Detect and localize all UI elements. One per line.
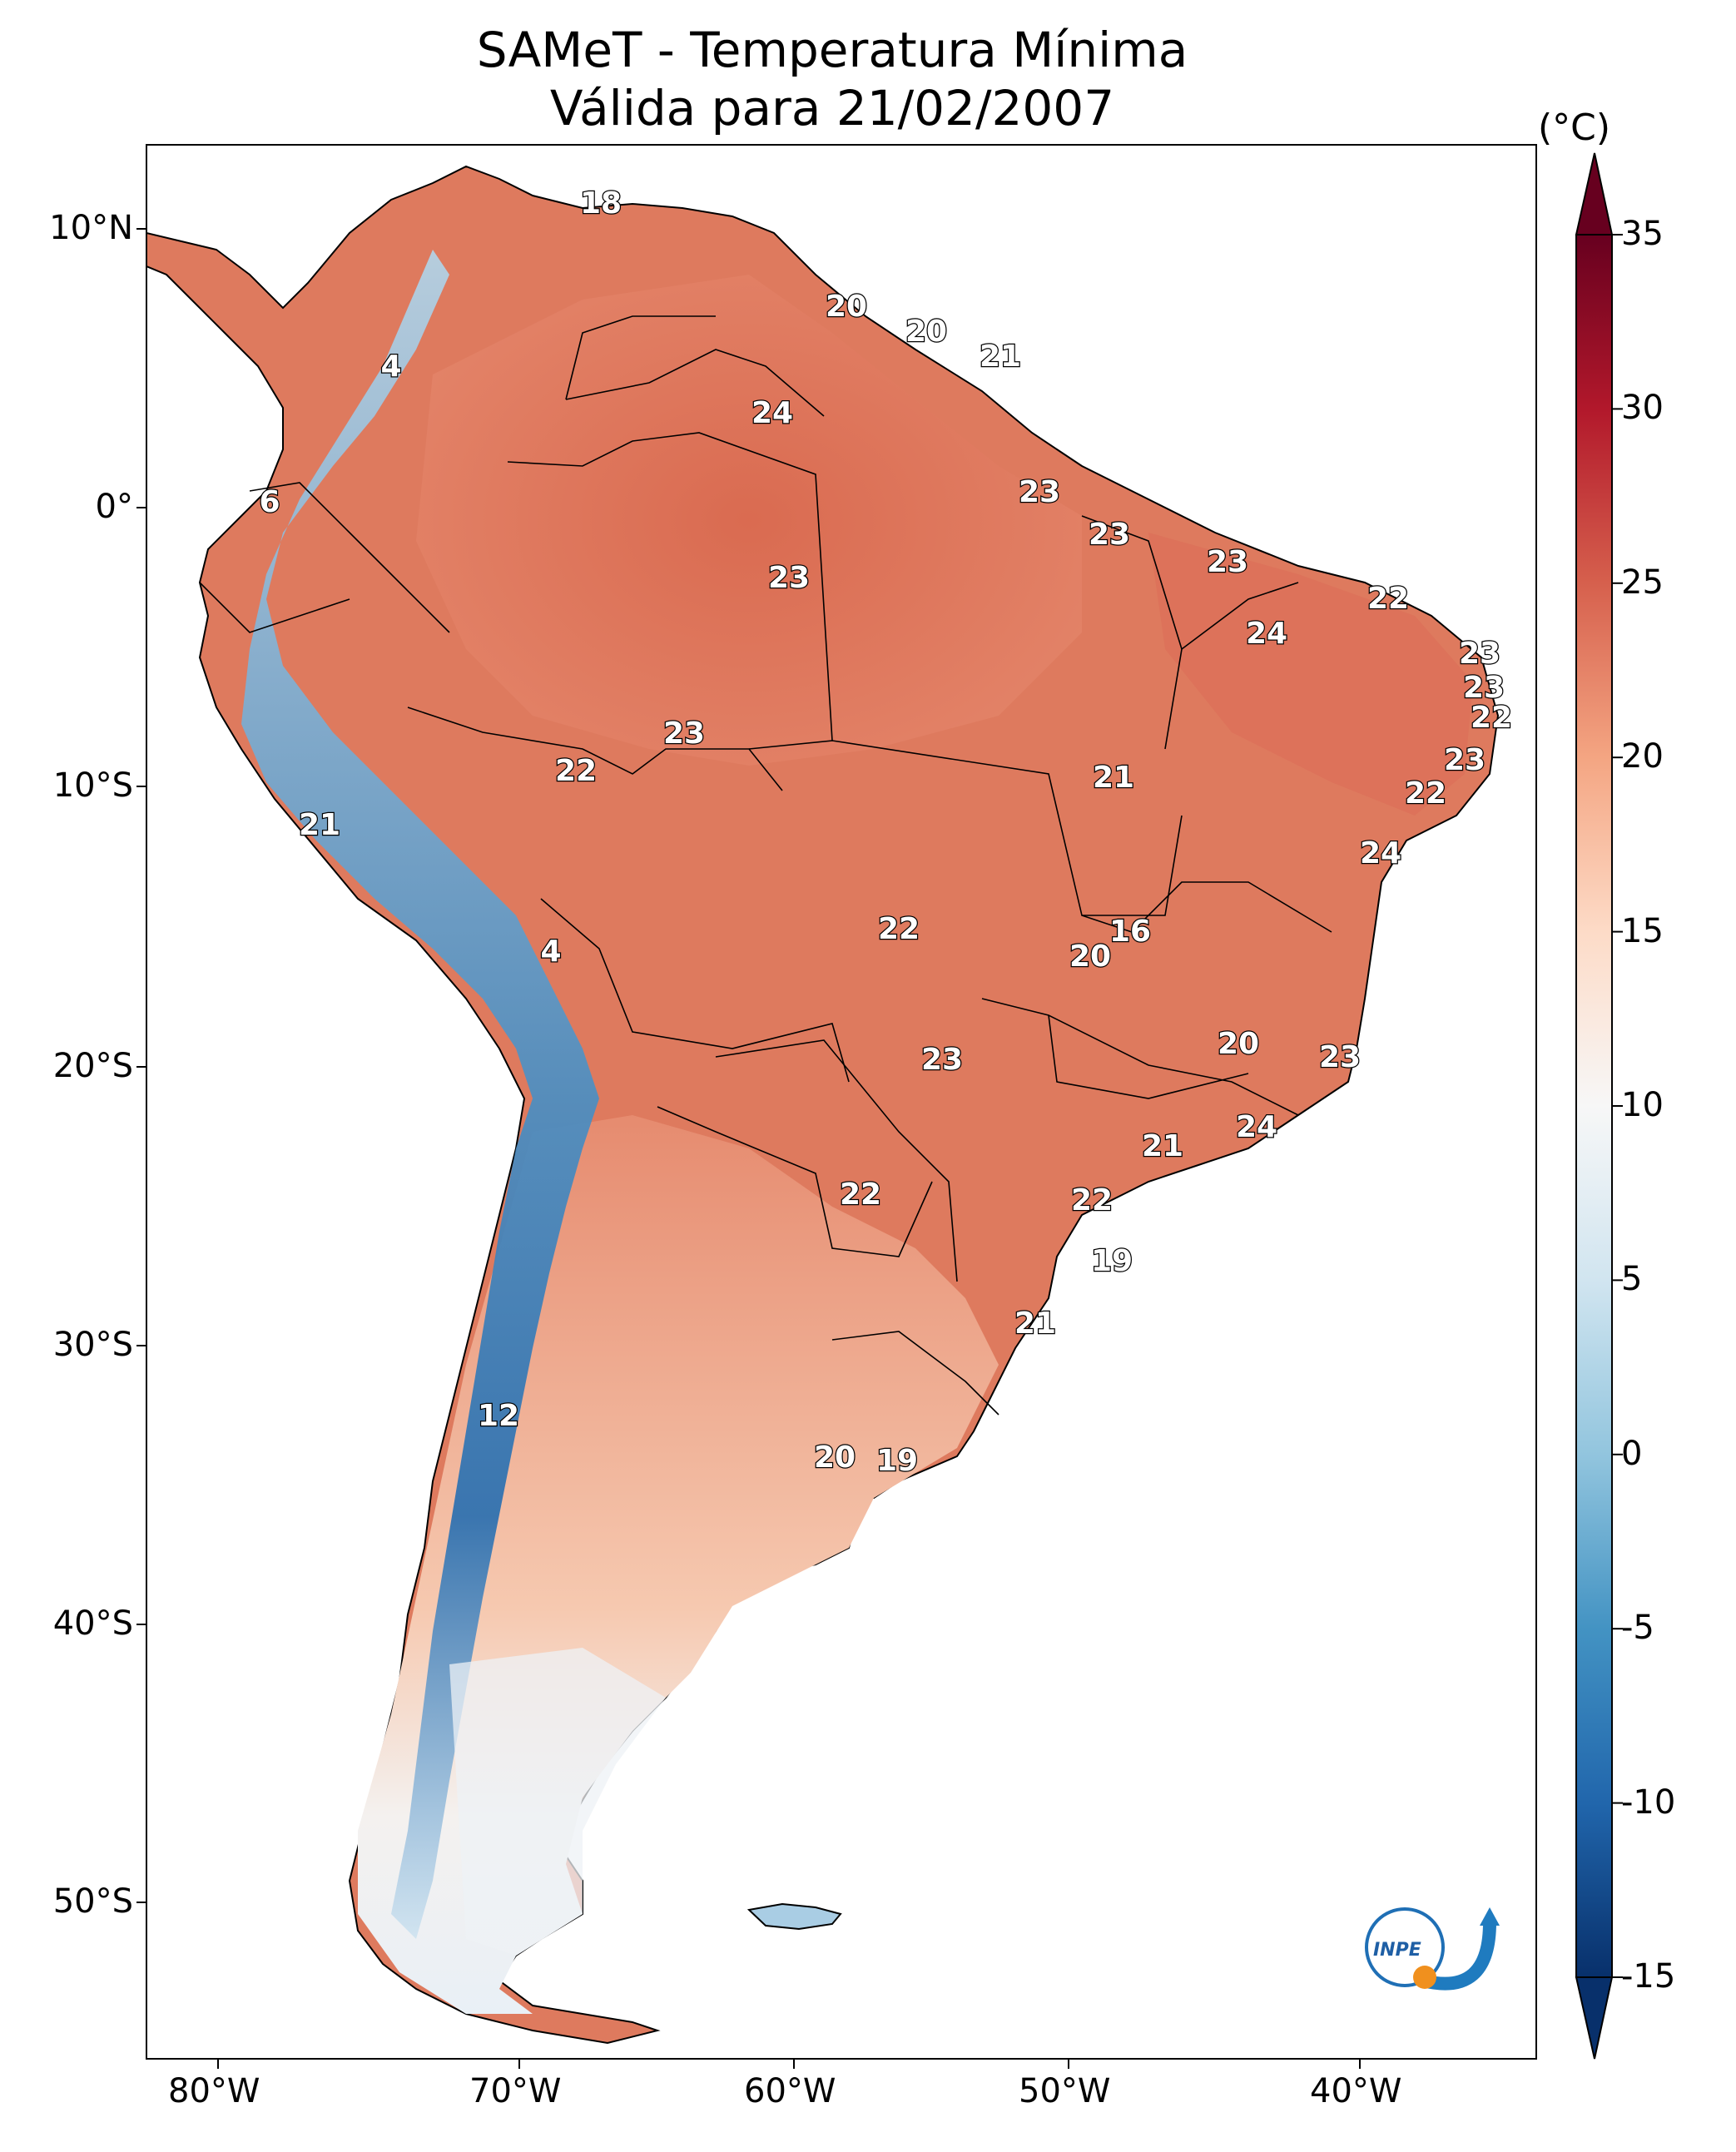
y-axis-tick-label: 50°S — [52, 1882, 133, 1921]
colorbar — [1575, 152, 1623, 2060]
colorbar-tick-label: 25 — [1621, 563, 1664, 602]
y-axis-tick-label: 10°N — [49, 209, 133, 247]
station-value-label: 16 — [1109, 915, 1151, 949]
northeast-warm-zone — [1148, 533, 1473, 816]
inpe-logo: INPE — [1365, 1907, 1500, 1991]
station-value-label: 20 — [826, 290, 867, 324]
station-value-label: 22 — [1405, 776, 1446, 811]
station-value-label: 23 — [1463, 671, 1505, 705]
station-value-label: 20 — [1069, 940, 1111, 974]
patagonia-zone — [449, 1648, 666, 1956]
x-axis-tick-label: 50°W — [1019, 2072, 1111, 2110]
station-value-label: 21 — [1142, 1129, 1183, 1163]
station-value-label: 23 — [1019, 475, 1060, 509]
x-axis-tick-label: 40°W — [1310, 2072, 1402, 2110]
colorbar-tick-label: 35 — [1621, 215, 1664, 253]
x-axis-tick-label: 80°W — [168, 2072, 260, 2110]
station-value-label: 23 — [1319, 1040, 1361, 1074]
colorbar-tick-label: 20 — [1621, 737, 1664, 776]
colorbar-tick-label: 30 — [1621, 389, 1664, 428]
falkland-islands — [746, 1902, 842, 1931]
logo-text: INPE — [1373, 1940, 1421, 1961]
station-value-label: 21 — [980, 340, 1021, 374]
station-value-label: 19 — [1091, 1244, 1133, 1278]
station-value-label: 6 — [259, 485, 280, 519]
station-value-label: 19 — [876, 1444, 918, 1478]
station-value-label: 18 — [580, 186, 622, 221]
y-axis-tick-label: 30°S — [52, 1326, 133, 1364]
colorbar-tick-label: 10 — [1621, 1086, 1664, 1124]
amazon-warm-zone — [416, 275, 1082, 766]
colorbar-tick-label: 15 — [1621, 911, 1664, 950]
station-value-label: 23 — [921, 1043, 963, 1077]
station-value-label: 23 — [1089, 518, 1130, 552]
colorbar-tick-label: 0 — [1621, 1434, 1643, 1473]
map-subtitle: Válida para 21/02/2007 — [549, 80, 1115, 136]
y-axis-tick-label: 10°S — [52, 766, 133, 805]
station-value-label: 23 — [1207, 545, 1248, 579]
station-value-label: 21 — [1014, 1307, 1056, 1341]
logo-arrow-head — [1480, 1907, 1500, 1926]
station-value-label: 24 — [1360, 836, 1401, 870]
continent-layer — [146, 165, 1500, 2045]
station-value-label: 22 — [1471, 701, 1512, 735]
x-axis-tick-label: 60°W — [744, 2072, 836, 2110]
station-value-label: 20 — [814, 1440, 856, 1475]
y-axis-tick-label: 20°S — [52, 1047, 133, 1085]
station-value-label: 23 — [768, 561, 810, 595]
station-value-label: 23 — [663, 717, 705, 751]
station-value-label: 23 — [1444, 743, 1486, 777]
y-axis-tick-label: 40°S — [52, 1604, 133, 1643]
colorbar-unit: (°C) — [1538, 107, 1611, 149]
station-value-label: 22 — [840, 1178, 881, 1212]
station-value-label: 20 — [1218, 1027, 1259, 1061]
station-value-label: 22 — [1367, 582, 1409, 616]
station-value-label: 21 — [1093, 761, 1134, 795]
logo-ring — [1365, 1907, 1445, 1987]
y-axis-tick-label: 0° — [95, 488, 133, 526]
station-value-label: 22 — [555, 754, 597, 788]
station-value-label: 24 — [1236, 1110, 1277, 1144]
x-axis-tick-label: 70°W — [469, 2072, 562, 2110]
station-value-label: 24 — [1246, 617, 1287, 651]
colorbar-top-arrow — [1575, 152, 1614, 236]
station-value-label: 22 — [878, 912, 920, 946]
country-borders — [199, 315, 1332, 1416]
colorbar-tick-label: -15 — [1621, 1957, 1676, 1996]
station-value-label: 24 — [751, 396, 793, 430]
station-value-label: 23 — [1459, 637, 1500, 671]
station-value-label: 22 — [1071, 1183, 1113, 1217]
station-value-label: 21 — [299, 808, 340, 842]
station-value-label: 4 — [380, 350, 401, 384]
colorbar-bar — [1575, 234, 1613, 1978]
colorbar-bottom-arrow — [1575, 1976, 1614, 2060]
station-value-label: 12 — [478, 1399, 519, 1433]
map-title: SAMeT - Temperatura Mínima — [476, 22, 1188, 78]
colorbar-tick-label: -5 — [1621, 1609, 1654, 1648]
station-value-label: 4 — [540, 935, 561, 969]
logo-dot — [1413, 1966, 1436, 1989]
station-value-label: 20 — [905, 315, 947, 349]
colorbar-tick-label: -10 — [1621, 1783, 1676, 1822]
colorbar-tick-label: 5 — [1621, 1260, 1643, 1299]
logo-arrow-arc — [1421, 1921, 1496, 1991]
